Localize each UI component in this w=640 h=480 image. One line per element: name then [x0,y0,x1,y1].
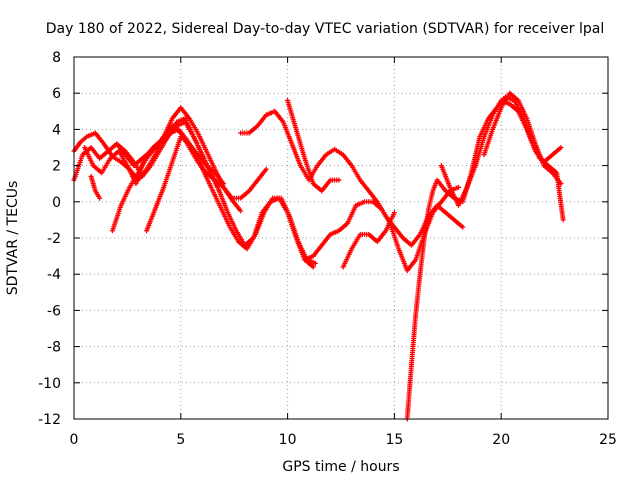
y-axis-label: SDTVAR / TECUs [5,181,21,296]
data-marks [71,90,566,422]
data-point [216,188,222,194]
data-point [558,145,564,150]
data-point [560,217,566,223]
data-point [310,264,316,270]
data-point [97,195,103,201]
y-tick-label: -8 [47,340,61,356]
y-tick-label: 8 [52,50,61,66]
data-point [455,184,461,190]
x-tick-label: 0 [70,432,79,448]
data-point [336,177,342,183]
x-tick-label: 15 [385,432,403,448]
series-sat-k [340,210,397,270]
series-sat-m [438,97,564,208]
series-sat-g [144,134,227,234]
y-tick-label: 2 [52,159,61,175]
data-point [312,260,318,266]
y-tick-label: -12 [38,412,61,428]
x-tick-label: 20 [492,432,510,448]
y-tick-label: 6 [52,86,61,102]
x-tick-label: 10 [279,432,297,448]
data-point [263,166,269,172]
data-point [460,224,466,230]
y-tick-label: 4 [52,122,61,138]
series-sat-i [285,97,342,194]
y-tick-label: -10 [38,376,61,392]
x-axis-ticks: 0 5 10 15 20 25 [70,57,617,448]
y-axis-ticks: -12 -10 -8 -6 -4 -2 0 2 4 6 8 [38,50,608,428]
x-tick-label: 25 [599,432,617,448]
series-sat-d [88,173,103,201]
y-tick-label: -6 [47,303,61,319]
data-point [391,210,397,216]
series-sat-n [481,90,564,187]
data-point [238,208,244,214]
data-point [221,181,227,187]
x-tick-label: 5 [176,432,185,448]
data-point [558,181,564,187]
x-axis-label: GPS time / hours [282,459,399,475]
grid [74,57,608,419]
y-tick-label: -2 [47,231,61,247]
y-tick-label: -4 [47,267,61,283]
chart-title: Day 180 of 2022, Sidereal Day-to-day VTE… [46,21,604,37]
y-tick-label: 0 [52,195,61,211]
